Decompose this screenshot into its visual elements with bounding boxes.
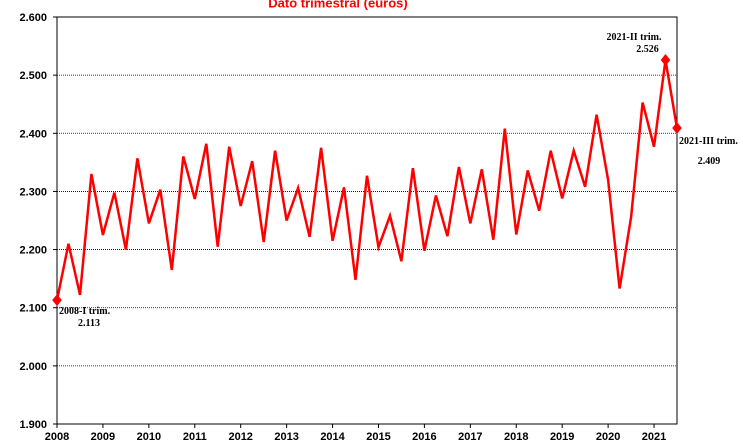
marker xyxy=(660,54,671,67)
x-tick-label: 2018 xyxy=(504,431,528,443)
x-tick-label: 2009 xyxy=(91,431,115,443)
series-line xyxy=(55,59,679,301)
y-tick-label: 1.900 xyxy=(19,419,47,431)
x-tick-label: 2019 xyxy=(550,431,574,443)
annotation-label: 2021-II trim. xyxy=(607,32,662,43)
y-tick-label: 2.300 xyxy=(19,186,47,198)
marker xyxy=(52,294,62,307)
x-tick-label: 2014 xyxy=(320,431,345,443)
x-tick-label: 2010 xyxy=(137,431,161,443)
x-tick-label: 2012 xyxy=(228,431,252,443)
y-tick-label: 2.600 xyxy=(19,12,47,24)
x-tick-label: 2020 xyxy=(596,431,620,443)
y-tick-label: 2.400 xyxy=(19,128,47,140)
annotation-value: 2.113 xyxy=(78,318,100,329)
x-tick-label: 2008 xyxy=(45,431,69,443)
x-tick-label: 2011 xyxy=(183,431,207,443)
x-tick-label: 2021 xyxy=(642,431,666,443)
x-tick-label: 2017 xyxy=(458,431,482,443)
y-tick-label: 2.500 xyxy=(19,70,47,82)
chart-title: Dato trimestral (euros) xyxy=(268,0,407,10)
plot-frame xyxy=(56,16,678,425)
annotation-value: 2.409 xyxy=(698,156,721,167)
x-tick-label: 2016 xyxy=(412,431,436,443)
y-tick-label: 2.200 xyxy=(19,245,47,257)
x-tick-label: 2015 xyxy=(366,431,390,443)
y-tick-label: 2.100 xyxy=(19,303,47,315)
y-tick-label: 2.000 xyxy=(19,361,47,373)
x-tick-label: 2013 xyxy=(274,431,298,443)
annotation-value: 2.526 xyxy=(636,44,659,55)
marker xyxy=(672,122,682,135)
annotation-label: 2021-III trim. xyxy=(679,136,738,147)
annotation-label: 2008-I trim. xyxy=(59,306,111,317)
